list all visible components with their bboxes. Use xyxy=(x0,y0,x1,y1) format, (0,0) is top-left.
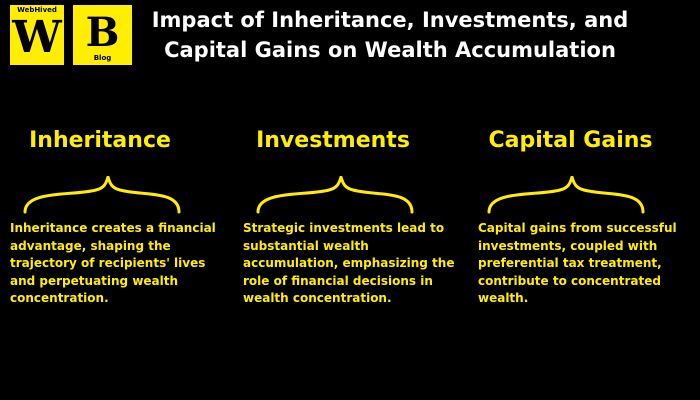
logo-w-letter: W xyxy=(12,12,62,63)
column-description: Strategic investments lead to substantia… xyxy=(243,221,455,305)
column-description: Capital gains from successful investment… xyxy=(478,221,677,305)
brace-icon xyxy=(23,176,181,214)
column-heading: Inheritance xyxy=(29,128,171,153)
logo-w-small-text: WebHived xyxy=(17,6,57,14)
brace-icon xyxy=(256,176,414,214)
page-title: Impact of Inheritance, Investments, and … xyxy=(151,8,629,62)
logo-w: WebHived W xyxy=(10,5,64,65)
column-heading: Capital Gains xyxy=(488,128,653,153)
logo-b-letter: B xyxy=(85,9,120,56)
brace-icon xyxy=(487,176,645,214)
logo-b-small-text: Blog xyxy=(93,54,112,62)
logo-b: B Blog xyxy=(73,5,132,65)
column-heading: Investments xyxy=(256,128,410,153)
column-description: Inheritance creates a financial advantag… xyxy=(10,221,216,305)
